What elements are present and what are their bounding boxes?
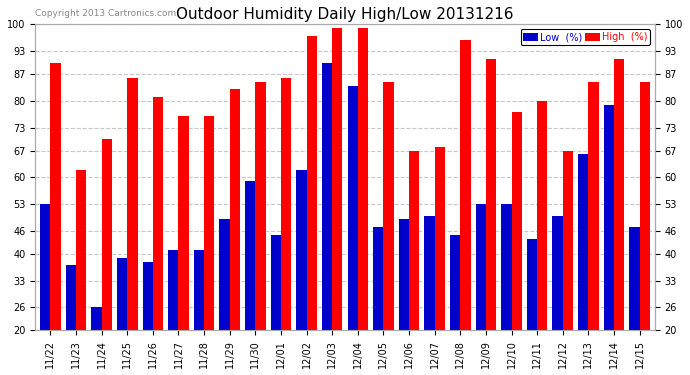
Bar (230, 90, 240, 330)
Bar (578, 154, 589, 330)
Bar (66, 266, 76, 330)
Bar (179, 116, 189, 330)
Bar (127, 78, 137, 330)
Bar (332, 28, 342, 330)
Bar (384, 82, 394, 330)
Bar (553, 216, 563, 330)
Bar (117, 258, 127, 330)
Bar (563, 151, 573, 330)
Bar (640, 82, 650, 330)
Bar (153, 97, 163, 330)
Bar (306, 36, 317, 330)
Bar (614, 59, 624, 330)
Bar (322, 63, 332, 330)
Bar (296, 170, 306, 330)
Bar (281, 78, 291, 330)
Bar (435, 147, 445, 330)
Bar (219, 219, 230, 330)
Bar (101, 139, 112, 330)
Bar (501, 204, 511, 330)
Bar (348, 86, 358, 330)
Bar (460, 40, 471, 330)
Bar (204, 116, 215, 330)
Bar (91, 308, 101, 330)
Bar (143, 261, 153, 330)
Bar (50, 63, 61, 330)
Bar (270, 235, 281, 330)
Bar (486, 59, 496, 330)
Bar (168, 250, 179, 330)
Bar (629, 227, 640, 330)
Bar (255, 82, 266, 330)
Bar (450, 235, 460, 330)
Bar (399, 219, 409, 330)
Bar (589, 82, 599, 330)
Bar (409, 151, 420, 330)
Bar (475, 204, 486, 330)
Bar (604, 105, 614, 330)
Bar (527, 238, 537, 330)
Bar (40, 204, 50, 330)
Bar (373, 227, 384, 330)
Bar (358, 28, 368, 330)
Bar (511, 112, 522, 330)
Text: Copyright 2013 Cartronics.com: Copyright 2013 Cartronics.com (35, 9, 176, 18)
Legend: Low  (%), High  (%): Low (%), High (%) (520, 29, 650, 45)
Bar (245, 181, 255, 330)
Title: Outdoor Humidity Daily High/Low 20131216: Outdoor Humidity Daily High/Low 20131216 (176, 7, 514, 22)
Bar (76, 170, 86, 330)
Bar (424, 216, 435, 330)
Bar (537, 101, 547, 330)
Bar (194, 250, 204, 330)
